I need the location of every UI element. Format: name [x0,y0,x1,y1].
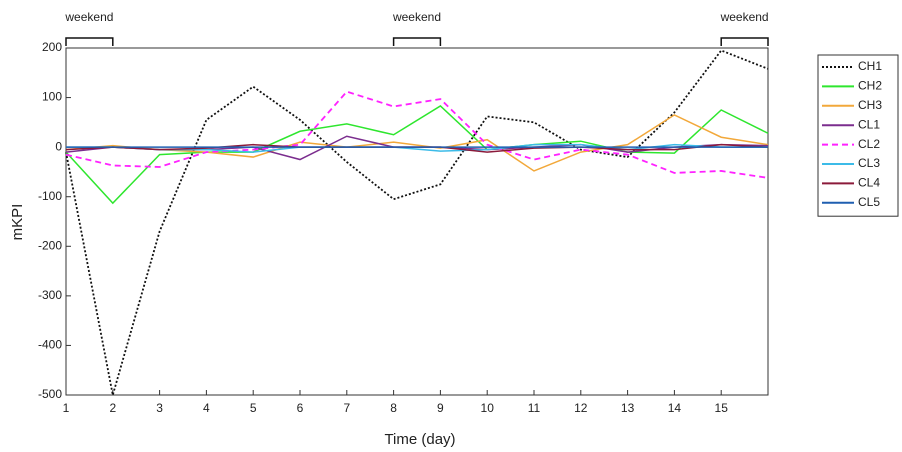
x-axis-label: Time (day) [384,431,455,448]
y-tick-label: -400 [38,338,62,352]
x-tick-label: 7 [343,401,350,415]
y-axis-label: mKPI [9,204,26,241]
x-tick-label: 3 [156,401,163,415]
x-tick-label: 14 [668,401,682,415]
annotation: weekend [720,10,769,24]
plot-frame [65,47,769,396]
y-tick-label: 0 [55,139,62,153]
x-tick-label: 12 [574,401,588,415]
x-tick-label: 6 [297,401,304,415]
legend-label: CH2 [858,79,882,93]
legend-label: CL5 [858,195,880,209]
series-line [65,90,769,179]
legend-label: CL3 [858,156,880,170]
series-line [65,49,769,396]
y-tick-label: -100 [38,189,62,203]
weekend-bracket [392,37,442,46]
weekend-bracket [65,37,114,46]
y-tick-label: 100 [42,90,62,104]
series-line [65,114,769,172]
x-tick-label: 10 [481,401,495,415]
x-tick-label: 5 [250,401,257,415]
legend-label: CH1 [858,59,882,73]
annotation: weekend [64,10,113,24]
y-tick-label: -200 [38,238,62,252]
annotation: weekend [392,10,441,24]
x-tick-label: 8 [390,401,397,415]
y-tick-label: -300 [38,288,62,302]
legend-label: CL2 [858,137,880,151]
x-tick-label: 15 [715,401,729,415]
legend-box [817,54,899,217]
x-tick-label: 13 [621,401,635,415]
y-tick-label: 200 [42,40,62,54]
legend-label: CH3 [858,98,882,112]
legend-label: CL4 [858,176,880,190]
x-tick-label: 11 [528,401,541,415]
x-tick-label: 2 [109,401,116,415]
x-tick-label: 4 [203,401,210,415]
weekend-bracket [720,37,769,46]
x-tick-label: 1 [63,401,70,415]
series-line [65,105,769,205]
y-tick-label: -500 [38,387,62,401]
legend-label: CL1 [858,117,880,131]
x-tick-label: 9 [437,401,444,415]
